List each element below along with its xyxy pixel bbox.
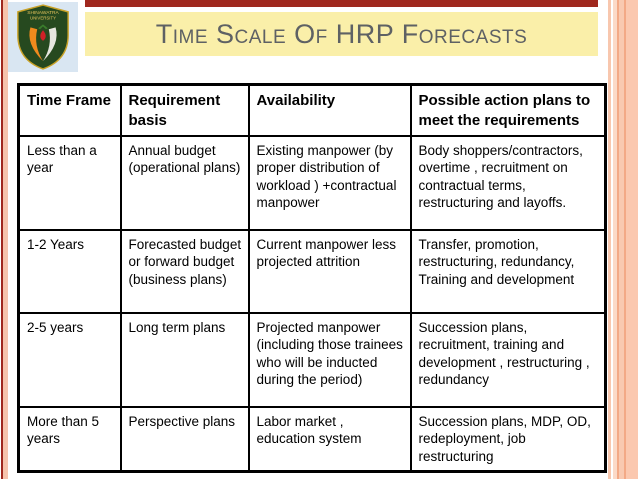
table-row: 1-2 Years Forecasted budget or forward b… (17, 229, 607, 314)
hrp-forecast-table: Time Frame Requirement basis Availabilit… (17, 83, 607, 473)
table-cell: Current manpower less projected attritio… (247, 229, 412, 314)
left-border-stripes (0, 0, 8, 479)
table-row: More than 5 years Perspective plans Labo… (17, 405, 607, 473)
table-cell: 1-2 Years (17, 229, 122, 314)
table-row: Less than a year Annual budget (operatio… (17, 135, 607, 231)
top-border-band (85, 0, 598, 7)
table-cell: Labor market , education system (247, 405, 412, 473)
table-cell: Projected manpower (including those trai… (247, 312, 412, 408)
title-banner: Time Scale Of HRP Forecasts (85, 12, 598, 56)
table-cell: Forecasted budget or forward budget (bus… (119, 229, 250, 314)
logo-silver-wing (43, 27, 57, 62)
header-time-frame: Time Frame (17, 83, 122, 137)
table-cell: More than 5 years (17, 405, 122, 473)
table-header-row: Time Frame Requirement basis Availabilit… (17, 83, 607, 137)
table-cell: Annual budget (operational plans) (119, 135, 250, 231)
logo-text-line2: UNIVERSITY (30, 16, 56, 21)
logo-red-heart (40, 30, 46, 41)
logo-green-rays (38, 24, 48, 30)
header-action-plans: Possible action plans to meet the requir… (409, 83, 607, 137)
table-cell: Succession plans, recruitment, training … (409, 312, 607, 408)
table-cell: Transfer, promotion, restructuring, redu… (409, 229, 607, 314)
table-cell: Less than a year (17, 135, 122, 231)
university-logo: SHINAWATRA UNIVERSITY (8, 2, 78, 72)
table-cell: Body shoppers/contractors, overtime , re… (409, 135, 607, 231)
header-availability: Availability (247, 83, 412, 137)
table-cell: Perspective plans (119, 405, 250, 473)
table-row: 2-5 years Long term plans Projected manp… (17, 312, 607, 408)
table-cell: Existing manpower (by proper distributio… (247, 135, 412, 231)
header-requirement-basis: Requirement basis (119, 83, 250, 137)
university-shield-icon: SHINAWATRA UNIVERSITY (17, 4, 69, 70)
page-title: Time Scale Of HRP Forecasts (155, 19, 528, 49)
table-cell: 2-5 years (17, 312, 122, 408)
right-border-stripes (605, 0, 638, 479)
table-cell: Succession plans, MDP, OD, redeployment,… (409, 405, 607, 473)
table-cell: Long term plans (119, 312, 250, 408)
logo-text-line1: SHINAWATRA (27, 10, 59, 16)
logo-orange-wing (29, 27, 43, 62)
